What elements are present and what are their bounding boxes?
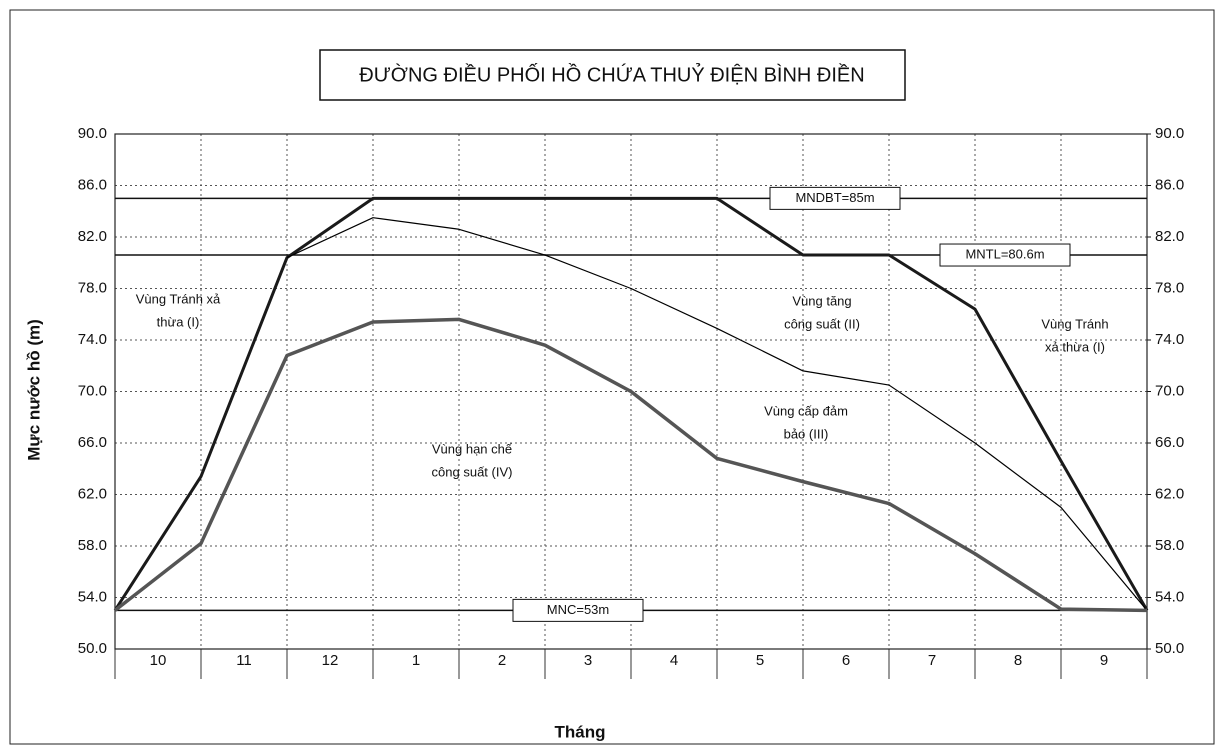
y2-tick-label: 82.0 [1155, 228, 1184, 245]
y-tick-label: 90.0 [78, 125, 107, 142]
frame [9, 9, 1215, 745]
y-tick-label: 78.0 [78, 279, 107, 296]
x-tick-label: 7 [928, 652, 936, 669]
x-tick-label: 12 [322, 652, 339, 669]
y2-tick-label: 50.0 [1155, 640, 1184, 657]
y-tick-label: 58.0 [78, 537, 107, 554]
reference-label: MNC=53m [547, 602, 610, 617]
region-label: bảo (III) [784, 426, 829, 441]
title-box [319, 49, 906, 101]
y-tick-label: 50.0 [78, 640, 107, 657]
y2-tick-label: 86.0 [1155, 176, 1184, 193]
region-label: xả thừa (I) [1045, 339, 1105, 354]
y-tick-label: 82.0 [78, 228, 107, 245]
y2-tick-label: 66.0 [1155, 434, 1184, 451]
region-label: Vùng Tránh [1041, 316, 1108, 331]
region-label: thừa (I) [157, 314, 200, 329]
y2-tick-label: 90.0 [1155, 125, 1184, 142]
reference-label-box [512, 598, 644, 622]
x-tick-label: 3 [584, 652, 592, 669]
x-tick-label: 5 [756, 652, 764, 669]
y2-tick-label: 74.0 [1155, 331, 1184, 348]
x-tick-label: 2 [498, 652, 506, 669]
y2-tick-label: 58.0 [1155, 537, 1184, 554]
y-axis-label: Mực nước hồ (m) [24, 319, 43, 461]
x-tick-label: 11 [236, 652, 252, 669]
y-tick-label: 70.0 [78, 382, 107, 399]
region-label: Vùng hạn chế [432, 441, 513, 456]
series-line [113, 317, 1148, 613]
x-tick-label: 8 [1014, 652, 1022, 669]
y2-tick-label: 62.0 [1155, 485, 1184, 502]
x-tick-label: 6 [842, 652, 850, 669]
region-label: Vùng tăng [792, 293, 851, 308]
y-tick-label: 86.0 [78, 176, 107, 193]
x-axis-label: Tháng [555, 722, 606, 741]
x-tick-label: 4 [670, 652, 678, 669]
y-tick-label: 62.0 [78, 485, 107, 502]
reference-label: MNTL=80.6m [965, 246, 1044, 261]
region-label: công suất (II) [784, 316, 860, 331]
region-label: công suất (IV) [432, 464, 513, 479]
reference-label-box [939, 243, 1071, 267]
reference-label: MNDBT=85m [795, 190, 874, 205]
x-tick-label: 1 [412, 652, 420, 669]
y-tick-label: 66.0 [78, 434, 107, 451]
x-tick-label: 9 [1100, 652, 1108, 669]
series-line [286, 217, 1148, 611]
region-label: Vùng cấp đảm [764, 403, 848, 418]
x-tick-label: 10 [150, 652, 167, 669]
y-tick-label: 74.0 [78, 331, 107, 348]
reference-label-box [769, 186, 901, 210]
y2-tick-label: 54.0 [1155, 588, 1184, 605]
y2-tick-label: 70.0 [1155, 382, 1184, 399]
y-tick-label: 54.0 [78, 588, 107, 605]
y2-tick-label: 78.0 [1155, 279, 1184, 296]
plot-area [114, 133, 1148, 650]
chart-title: ĐƯỜNG ĐIỀU PHỐI HỒ CHỨA THUỶ ĐIỆN BÌNH Đ… [359, 62, 864, 86]
region-label: Vùng Tránh xả [136, 291, 221, 306]
